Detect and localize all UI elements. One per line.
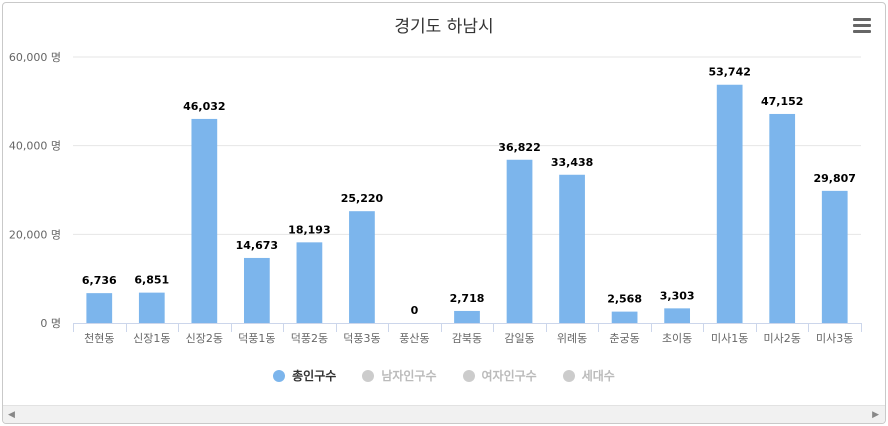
chart-title: 경기도 하남시 — [394, 17, 494, 37]
data-label: 25,220 — [341, 192, 384, 205]
data-label: 47,152 — [761, 95, 803, 108]
x-tick-label: 덕풍3동 — [343, 332, 380, 345]
legend-item-2[interactable]: 여자인구수 — [462, 367, 537, 384]
bar-천현동 — [86, 293, 113, 323]
data-label: 6,851 — [134, 274, 169, 287]
legend-marker-icon — [562, 369, 575, 382]
x-tick-label: 감북동 — [452, 332, 482, 345]
x-tick-label: 신장2동 — [186, 332, 223, 345]
menu-bar — [853, 30, 871, 33]
bar-덕풍1동 — [243, 257, 270, 323]
x-tick-label: 미사1동 — [711, 332, 748, 345]
y-tick-label: 20,000 명 — [9, 228, 61, 241]
legend-label: 남자인구수 — [381, 369, 437, 383]
chart-menu-icon[interactable] — [853, 18, 871, 34]
data-label: 33,438 — [551, 156, 593, 169]
bar-초이동 — [664, 308, 691, 323]
data-label: 18,193 — [288, 223, 330, 236]
legend-marker-icon — [362, 369, 375, 382]
x-tick-label: 덕풍1동 — [238, 332, 275, 345]
bar-덕풍3동 — [349, 211, 375, 323]
scroll-left-icon[interactable]: ◀ — [8, 410, 15, 420]
legend-marker-icon — [273, 369, 286, 382]
data-label: 0 — [411, 304, 419, 317]
bar-미사3동 — [821, 190, 848, 323]
x-tick-label: 위례동 — [557, 332, 587, 345]
x-tick-label: 미사3동 — [816, 332, 853, 345]
menu-bar — [853, 18, 871, 21]
x-tick-label: 풍산동 — [399, 332, 429, 345]
legend-marker-icon — [462, 369, 475, 382]
data-label: 46,032 — [183, 100, 225, 113]
bar-신장2동 — [191, 118, 218, 323]
x-tick-label: 덕풍2동 — [291, 332, 328, 345]
scroll-right-icon[interactable]: ▶ — [872, 410, 879, 420]
x-tick-label: 초이동 — [662, 332, 692, 345]
data-label: 14,673 — [236, 239, 278, 252]
x-tick-label: 천현동 — [84, 331, 114, 345]
legend-item-3[interactable]: 세대수 — [562, 367, 615, 384]
data-label: 29,807 — [814, 172, 856, 185]
data-label: 53,742 — [708, 66, 750, 79]
bar-미사1동 — [716, 84, 743, 323]
bar-미사2동 — [769, 113, 796, 323]
data-label: 2,718 — [450, 292, 485, 305]
bar-감북동 — [454, 310, 480, 323]
data-label: 6,736 — [82, 274, 117, 287]
chart-legend: 총인구수 남자인구수 여자인구수 세대수 — [3, 367, 885, 384]
y-tick-label: 0 명 — [40, 317, 61, 330]
legend-label: 총인구수 — [292, 369, 337, 383]
x-tick-label: 춘궁동 — [609, 332, 639, 345]
data-label: 36,822 — [498, 141, 540, 154]
bar-신장1동 — [138, 292, 165, 323]
bar-위례동 — [559, 174, 585, 323]
data-label: 3,303 — [660, 289, 695, 302]
data-label: 2,568 — [607, 293, 642, 306]
legend-item-1[interactable]: 남자인구수 — [362, 367, 437, 384]
bar-감일동 — [506, 159, 533, 323]
menu-bar — [853, 24, 871, 27]
legend-item-0[interactable]: 총인구수 — [273, 367, 336, 384]
x-tick-label: 감일동 — [504, 331, 534, 345]
x-tick-label: 신장1동 — [133, 332, 170, 345]
bar-chart: 0 명 20,000 명 40,000 명 60,000 명 6,736 천현동 6,851… — [9, 51, 862, 345]
legend-label: 여자인구수 — [481, 369, 537, 383]
legend-label: 세대수 — [581, 369, 615, 383]
horizontal-scrollbar[interactable]: ◀ ▶ — [3, 405, 885, 423]
y-tick-label: 40,000 명 — [9, 140, 61, 153]
y-tick-label: 60,000 명 — [9, 51, 61, 64]
bar-춘궁동 — [611, 311, 638, 323]
x-tick-label: 미사2동 — [764, 332, 801, 345]
bar-덕풍2동 — [296, 242, 323, 323]
